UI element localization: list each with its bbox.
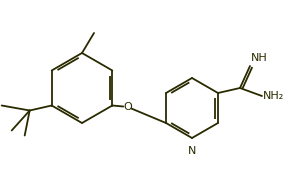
Text: N: N [188,146,196,156]
Text: NH₂: NH₂ [263,91,284,101]
Text: O: O [123,102,132,112]
Text: NH: NH [251,53,268,63]
